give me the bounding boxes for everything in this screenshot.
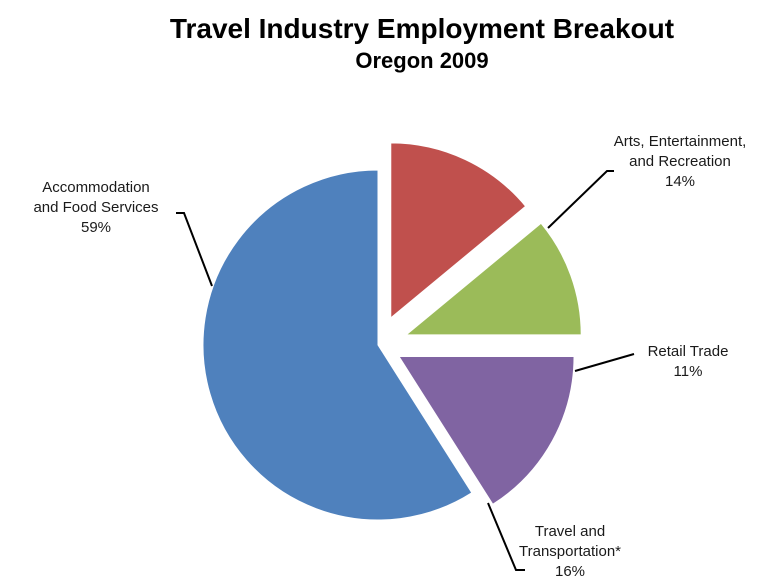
pie-slice-travel-and-transportation [398, 356, 575, 506]
leader-lines [176, 170, 635, 571]
pie-slice-retail-trade [404, 222, 582, 336]
pie-slices [202, 142, 582, 521]
chart-title: Travel Industry Employment Breakout [170, 13, 674, 44]
slice-label-travel-and-transportation: Travel and Transportation* 16% [519, 523, 621, 580]
slice-label-retail-trade: Retail Trade 11% [648, 343, 729, 380]
slice-category-label: Accommodation [42, 179, 150, 196]
slice-value-label: 16% [555, 563, 585, 580]
slice-label-arts-entertainment-and-recreation: Arts, Entertainment, and Recreation 14% [614, 133, 747, 190]
slice-category-label: Travel and [535, 523, 605, 540]
slice-value-label: 11% [674, 363, 703, 380]
leader-line-arts-entertainment-and-recreation [547, 170, 614, 229]
pie-slice-arts-entertainment-and-recreation [390, 142, 527, 319]
leader-line-retail-trade [574, 353, 635, 372]
slice-value-label: 59% [81, 219, 111, 236]
slice-label-accommodation-and-food-services: Accommodation and Food Services 59% [33, 179, 158, 236]
chart-subtitle: Oregon 2009 [355, 48, 488, 73]
leader-line-travel-and-transportation [487, 502, 525, 571]
slice-labels: Arts, Entertainment, and Recreation 14% Ret… [33, 133, 746, 580]
slice-value-label: 14% [665, 173, 695, 190]
slice-category-label: and Food Services [33, 199, 158, 216]
slice-category-label: and Recreation [629, 153, 731, 170]
slice-category-label: Retail Trade [648, 343, 729, 360]
slice-category-label: Arts, Entertainment, [614, 133, 747, 150]
slice-category-label: Transportation* [519, 543, 621, 560]
leader-line-accommodation-and-food-services [176, 212, 213, 287]
pie-slice-accommodation-and-food-services [202, 169, 473, 521]
